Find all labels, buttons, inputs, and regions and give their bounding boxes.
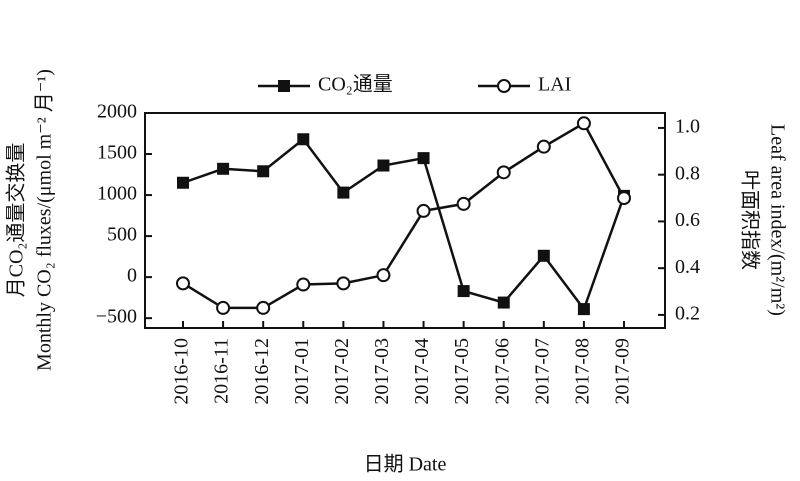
point	[376, 268, 391, 283]
legend-label: CO₂通量	[318, 73, 393, 96]
x-tick-label: 2017-09	[612, 338, 634, 405]
point	[336, 276, 351, 291]
point	[216, 300, 231, 315]
y-tick-label: 1500	[97, 142, 137, 164]
y-tick-label: 500	[107, 224, 137, 246]
x-tick-label: 2016-10	[171, 338, 193, 405]
point	[176, 276, 190, 291]
point	[537, 249, 550, 262]
point	[457, 285, 470, 298]
x-tick-label: 2017-01	[291, 338, 313, 405]
legend-label: LAI	[538, 74, 571, 96]
point	[536, 139, 551, 154]
x-tick-label: 2017-04	[411, 338, 433, 405]
y2-axis-label: 叶面积指数	[738, 170, 761, 270]
point	[416, 203, 431, 218]
y-axis-label: 月CO₂通量交换量	[5, 143, 28, 298]
x-tick-label: 2017-05	[451, 338, 473, 405]
legend-marker	[497, 79, 511, 93]
point	[377, 159, 390, 172]
y-tick-label: 0	[127, 265, 137, 287]
x-tick-label: 2016-12	[251, 338, 273, 405]
y-tick-label: −500	[96, 306, 137, 328]
x-tick-label: 2017-03	[371, 338, 393, 405]
point	[497, 296, 510, 309]
y2-tick-label: 0.4	[675, 256, 700, 278]
point	[296, 277, 311, 292]
x-tick-label: 2017-02	[331, 338, 353, 405]
x-tick-label: 2017-07	[531, 338, 553, 405]
y-axis-label: Monthly CO₂ fluxes/(μmol m⁻² 月⁻¹)	[34, 69, 56, 371]
point	[577, 303, 590, 316]
x-axis-label: 日期 Date	[364, 454, 447, 476]
x-tick-label: 2017-08	[572, 338, 594, 405]
point	[257, 165, 270, 178]
plot-frame	[144, 112, 666, 329]
y-tick-label: 1000	[97, 183, 137, 205]
y2-tick-label: 0.2	[675, 303, 700, 325]
point	[177, 176, 189, 189]
legend-marker	[278, 80, 290, 92]
series-line	[182, 137, 626, 312]
point	[297, 133, 310, 146]
y-tick-label: 2000	[97, 101, 137, 123]
point	[496, 165, 511, 180]
point	[217, 162, 230, 175]
y2-tick-label: 0.8	[675, 162, 700, 184]
x-tick-label: 2017-06	[491, 338, 513, 405]
series-line	[182, 121, 626, 310]
point	[576, 116, 591, 131]
point	[456, 196, 471, 211]
point	[256, 300, 271, 315]
y2-axis-label: Leaf area index/(m²/m²)	[766, 124, 788, 316]
x-tick-label: 2016-11	[211, 338, 233, 404]
point	[337, 186, 350, 199]
y2-tick-label: 0.6	[675, 209, 700, 231]
y2-tick-label: 1.0	[675, 116, 700, 138]
point	[617, 191, 631, 206]
point	[417, 152, 430, 165]
